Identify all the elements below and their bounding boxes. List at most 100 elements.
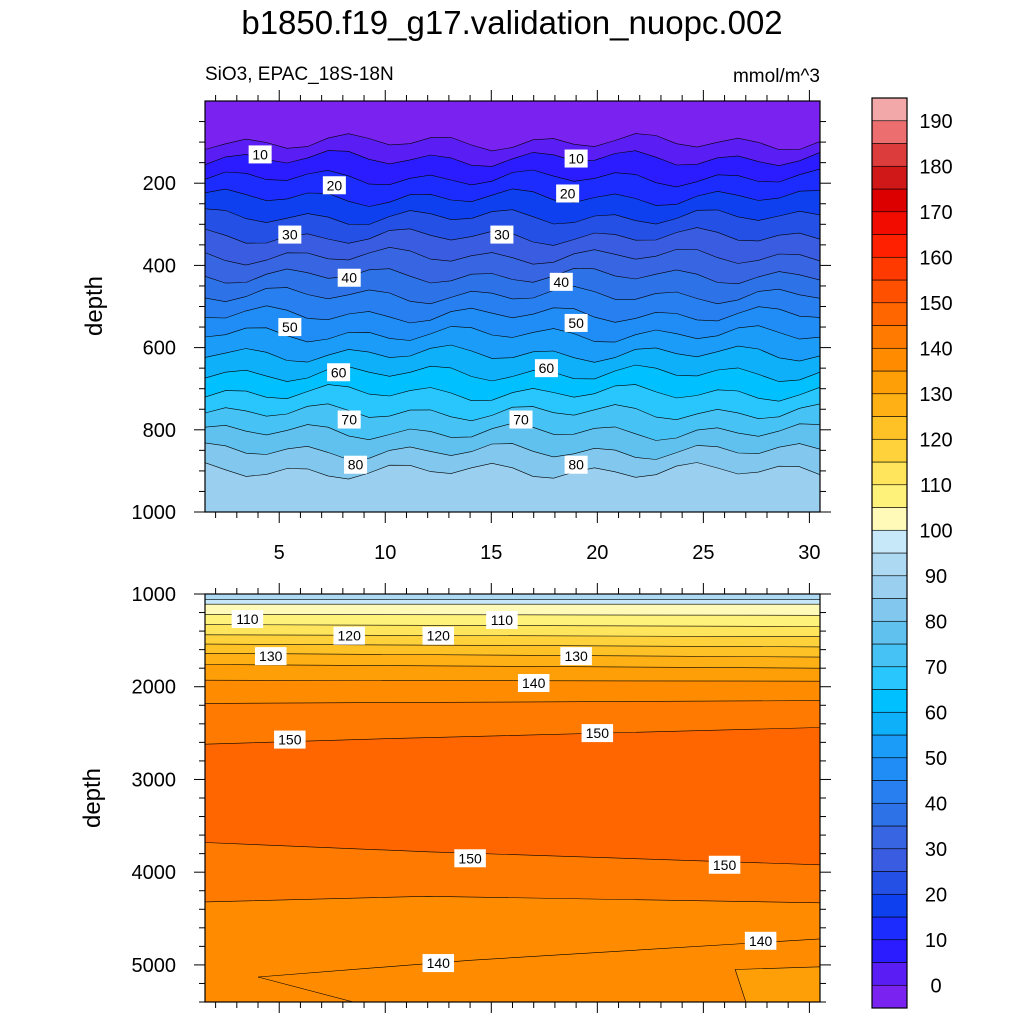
upper-contour-line	[205, 462, 820, 480]
y-tick-label: 200	[143, 173, 176, 195]
colorbar-swatch	[871, 711, 908, 736]
lower-contour-line	[205, 634, 820, 638]
upper-contour-band	[205, 133, 820, 167]
colorbar-label: 30	[925, 839, 947, 861]
contour-label: 20	[556, 184, 580, 203]
lower-contour-band	[205, 896, 820, 1002]
colorbar-swatch	[871, 416, 908, 440]
colorbar-label: 10	[925, 930, 947, 952]
contour-labels: 10 10 20 20 30 30 40 40 50 50 60 60 70 70 80 80 110 110 12…	[231, 145, 777, 973]
colorbar-label: 180	[919, 156, 952, 178]
colorbar-swatch	[871, 529, 908, 554]
svg-text:30: 30	[494, 227, 510, 243]
upper-contour-line	[205, 150, 820, 167]
svg-text:110: 110	[236, 611, 259, 627]
contour-label: 130	[560, 647, 592, 666]
colorbar-swatch	[871, 620, 908, 645]
y-tick-label: 800	[143, 420, 176, 442]
colorbar-swatch	[871, 256, 908, 281]
svg-text:80: 80	[568, 457, 584, 473]
upper-contour-band	[205, 247, 820, 284]
contour-label: 30	[278, 225, 302, 244]
variable-region-subtitle: SiO3, EPAC_18S-18N	[205, 64, 394, 85]
colorbar-swatch	[871, 552, 908, 577]
lower-contour-band	[205, 664, 820, 682]
svg-text:140: 140	[522, 675, 546, 691]
contour-label: 140	[422, 954, 455, 973]
upper-contour-line	[205, 267, 820, 285]
colorbar-label: 100	[919, 520, 952, 542]
colorbar-swatch	[871, 984, 908, 1009]
colorbar-label: 50	[925, 748, 947, 770]
colorbar-swatch	[871, 120, 908, 144]
upper-contour-band	[205, 101, 820, 151]
colorbar-label: 40	[925, 793, 947, 815]
upper-contour-line	[205, 305, 820, 324]
contour-label: 10	[564, 149, 588, 168]
colorbar-swatch	[871, 461, 908, 486]
contour-label: 60	[327, 363, 351, 382]
svg-text:40: 40	[341, 270, 357, 286]
colorbar-swatch	[871, 234, 908, 258]
svg-text:40: 40	[553, 274, 569, 290]
colorbar-swatch	[871, 347, 908, 372]
x-tick-label: 25	[692, 542, 714, 564]
colorbar-swatch	[871, 598, 908, 622]
svg-text:130: 130	[564, 648, 588, 664]
upper-contour-band	[205, 188, 820, 225]
contour-label: 140	[744, 931, 777, 950]
y-tick-label: 4000	[132, 862, 177, 884]
lower-panel-frame: 1000 2000 3000 4000 5000	[132, 583, 831, 1013]
lower-contour-line	[205, 679, 820, 682]
colorbar-swatch	[871, 575, 908, 599]
lower-contour-line	[205, 895, 820, 904]
colorbar-swatch	[871, 666, 908, 690]
upper-contour-line	[205, 384, 820, 402]
colorbar-swatch	[871, 143, 908, 167]
colorbar-swatch	[871, 97, 908, 122]
colorbar-swatch	[871, 848, 908, 872]
contour-label: 120	[333, 626, 365, 645]
lower-contour-band	[205, 644, 820, 658]
lower-contour-line	[205, 664, 820, 669]
svg-text:150: 150	[278, 732, 302, 748]
colorbar-swatch	[871, 825, 908, 850]
svg-text:140: 140	[427, 955, 451, 971]
upper-contour-band	[205, 423, 820, 460]
svg-text:50: 50	[282, 319, 298, 335]
y-tick-label: 400	[143, 255, 176, 277]
contour-label: 140	[517, 674, 550, 693]
colorbar-frame	[871, 97, 908, 1009]
contour-label: 80	[344, 455, 368, 474]
svg-text:120: 120	[427, 628, 451, 644]
contour-label: 50	[278, 318, 302, 337]
colorbar-swatch	[871, 780, 908, 804]
upper-contour-band	[205, 305, 820, 343]
contour-label: 80	[564, 455, 588, 474]
svg-text:150: 150	[458, 850, 482, 866]
colorbar-label: 160	[919, 247, 952, 269]
contour-label: 40	[549, 272, 573, 291]
colorbar-swatch	[871, 165, 908, 190]
upper-contour-band	[205, 462, 820, 512]
y-tick-label: 600	[143, 338, 176, 360]
x-tick-label: 15	[480, 542, 502, 564]
lower-contour-line	[205, 700, 820, 704]
contour-label: 10	[248, 145, 272, 164]
upper-contour-band	[205, 227, 820, 266]
y-tick-label: 3000	[132, 769, 177, 791]
contour-label: 20	[322, 176, 346, 195]
colorbar-swatch	[871, 962, 908, 986]
lower-contour-band	[205, 680, 820, 704]
plot-title: b1850.f19_g17.validation_nuopc.002	[241, 4, 783, 41]
colorbar-swatch	[871, 211, 908, 235]
lower-contour-line	[205, 727, 820, 745]
colorbar-label: 80	[925, 611, 947, 633]
x-tick-label: 20	[586, 542, 608, 564]
lower-contour-band	[205, 727, 820, 865]
contour-label: 110	[486, 610, 518, 629]
lower-contour-line	[205, 643, 820, 648]
colorbar-swatch	[871, 279, 908, 304]
svg-text:50: 50	[568, 315, 584, 331]
